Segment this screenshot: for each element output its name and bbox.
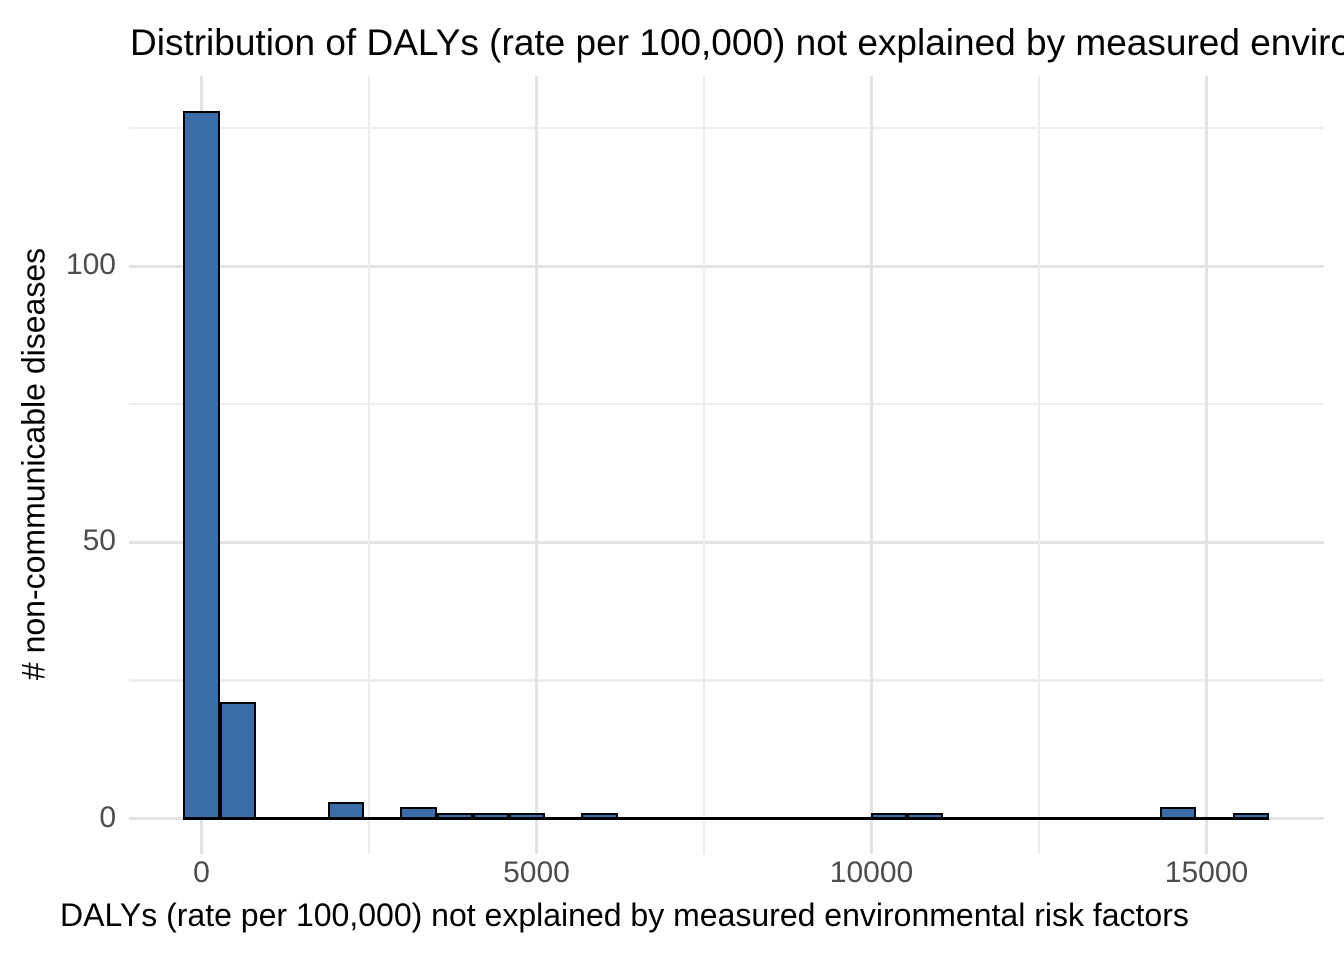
x-axis-tick-label: 15000	[1164, 856, 1249, 889]
gridline-horizontal-major	[129, 540, 1324, 544]
gridline-vertical-minor	[702, 76, 706, 854]
gridline-vertical-minor	[367, 76, 371, 854]
gridline-horizontal-minor	[129, 126, 1324, 130]
y-axis-tick-label: 50	[82, 524, 116, 558]
y-axis-tick-label: 0	[99, 800, 116, 834]
x-axis-tick-label: 0	[193, 856, 210, 889]
gridline-vertical-major	[870, 76, 873, 854]
gridline-horizontal-minor	[129, 679, 1324, 682]
gridline-horizontal-major	[129, 264, 1324, 268]
histogram-bar	[183, 111, 220, 820]
histogram-bar	[219, 702, 256, 820]
gridline-vertical-major	[535, 76, 538, 854]
x-axis-tick-label: 10000	[829, 856, 914, 889]
histogram-baseline	[183, 817, 1269, 820]
plot-panel	[129, 76, 1324, 854]
gridline-horizontal-minor	[129, 402, 1324, 406]
x-axis-tick-label: 5000	[503, 856, 570, 889]
gridline-vertical-minor	[1037, 76, 1041, 854]
y-axis-title: # non-communicable diseases	[15, 247, 52, 681]
gridline-vertical-major	[1205, 76, 1208, 854]
y-axis-tick-label: 100	[65, 248, 116, 281]
chart-title: Distribution of DALYs (rate per 100,000)…	[130, 22, 1344, 63]
x-axis-title: DALYs (rate per 100,000) not explained b…	[60, 897, 1189, 933]
